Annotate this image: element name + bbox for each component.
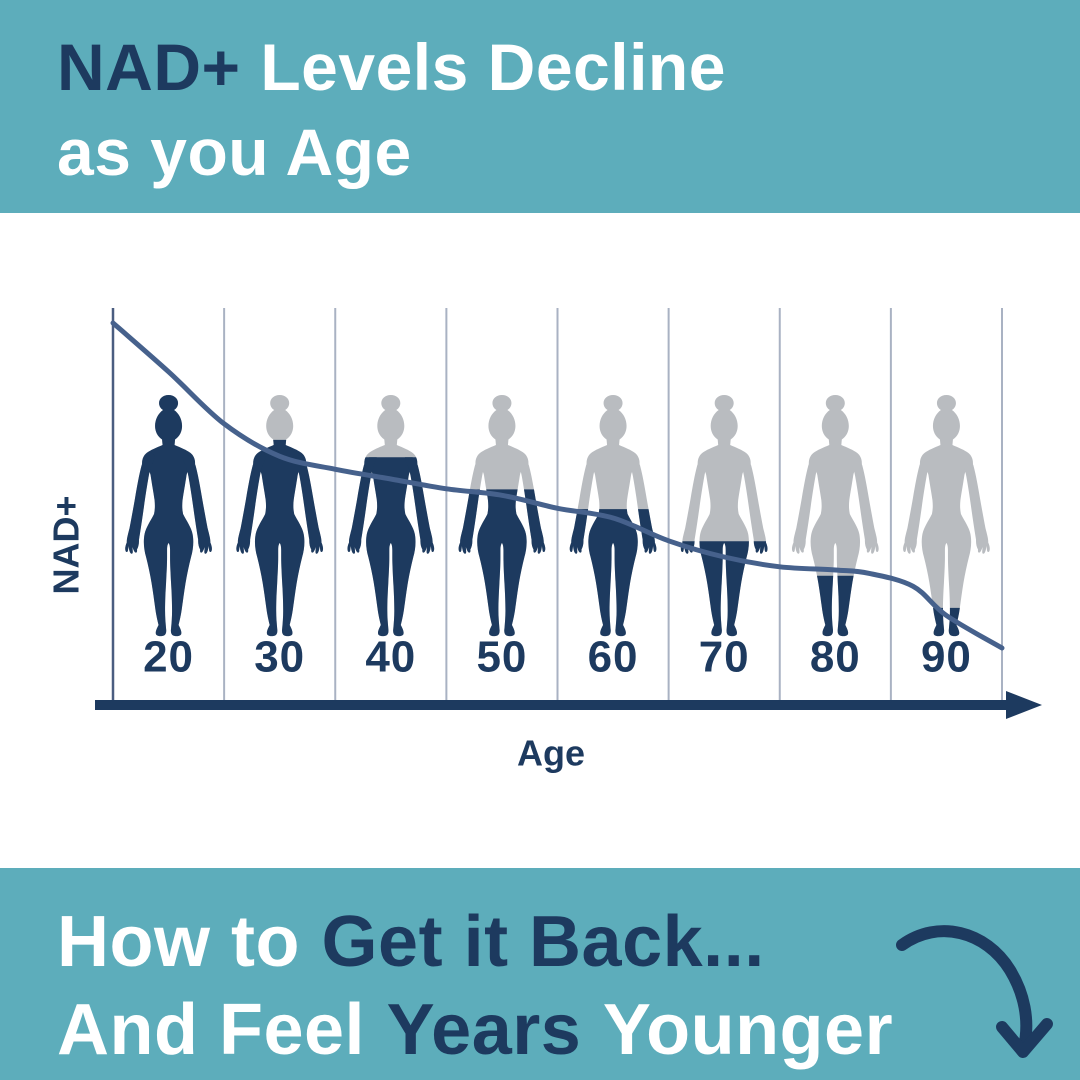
header-banner: NAD+ Levels Decline as you Age — [0, 0, 1080, 213]
body-figure — [681, 395, 768, 636]
footer-line2: And Feel Years Younger — [57, 986, 1080, 1074]
figure-unfilled-part — [681, 395, 768, 636]
x-axis-arrowhead-icon — [1006, 691, 1042, 719]
body-figure — [792, 395, 879, 636]
y-axis-title: NAD+ — [46, 495, 87, 594]
header-title-rest: Levels Decline — [260, 30, 726, 104]
body-figure — [347, 395, 434, 636]
footer-line2-navy: Years — [386, 990, 582, 1070]
age-tick-label: 40 — [365, 633, 416, 682]
x-axis — [95, 691, 1042, 719]
body-figure — [459, 395, 546, 636]
body-figure — [236, 395, 323, 636]
gridlines — [111, 308, 1003, 710]
footer-line2-white-b: Younger — [602, 990, 894, 1070]
age-tick-label: 20 — [143, 633, 194, 682]
footer-banner: How to Get it Back... And Feel Years You… — [0, 868, 1080, 1080]
footer-line1-navy: Get it Back... — [321, 902, 765, 982]
header-title-line2: as you Age — [57, 115, 412, 189]
footer-line1-white: How to — [57, 902, 300, 982]
age-tick-label: 30 — [254, 633, 305, 682]
footer-line1: How to Get it Back... — [57, 898, 1080, 986]
figure-unfilled-part — [792, 395, 879, 636]
chart-area: 20 30 40 50 60 70 80 90 Age NAD+ — [0, 213, 1080, 868]
footer-line2-white-a: And Feel — [57, 990, 366, 1070]
header-line2: as you Age — [57, 110, 1080, 195]
age-tick-label: 60 — [588, 633, 639, 682]
age-tick-label: 70 — [699, 633, 750, 682]
age-tick-label: 80 — [810, 633, 861, 682]
age-tick-label: 50 — [476, 633, 527, 682]
x-axis-line — [95, 700, 1008, 710]
nad-decline-chart: 20 30 40 50 60 70 80 90 Age NAD+ — [46, 308, 1042, 774]
figure-unfilled-part — [903, 395, 990, 636]
body-figure — [125, 395, 212, 636]
axis-labels: 20 30 40 50 60 70 80 90 Age NAD+ — [46, 495, 972, 774]
header-title-accent: NAD+ — [57, 30, 241, 104]
x-axis-title: Age — [517, 733, 585, 774]
age-tick-label: 90 — [921, 633, 972, 682]
trend-line — [110, 320, 1005, 651]
body-figure — [903, 395, 990, 636]
header-line1: NAD+ Levels Decline — [57, 25, 1080, 110]
curved-down-arrow-icon — [896, 925, 1053, 1058]
nad-decline-curve — [110, 320, 1005, 651]
figure-filled-part — [125, 395, 212, 636]
